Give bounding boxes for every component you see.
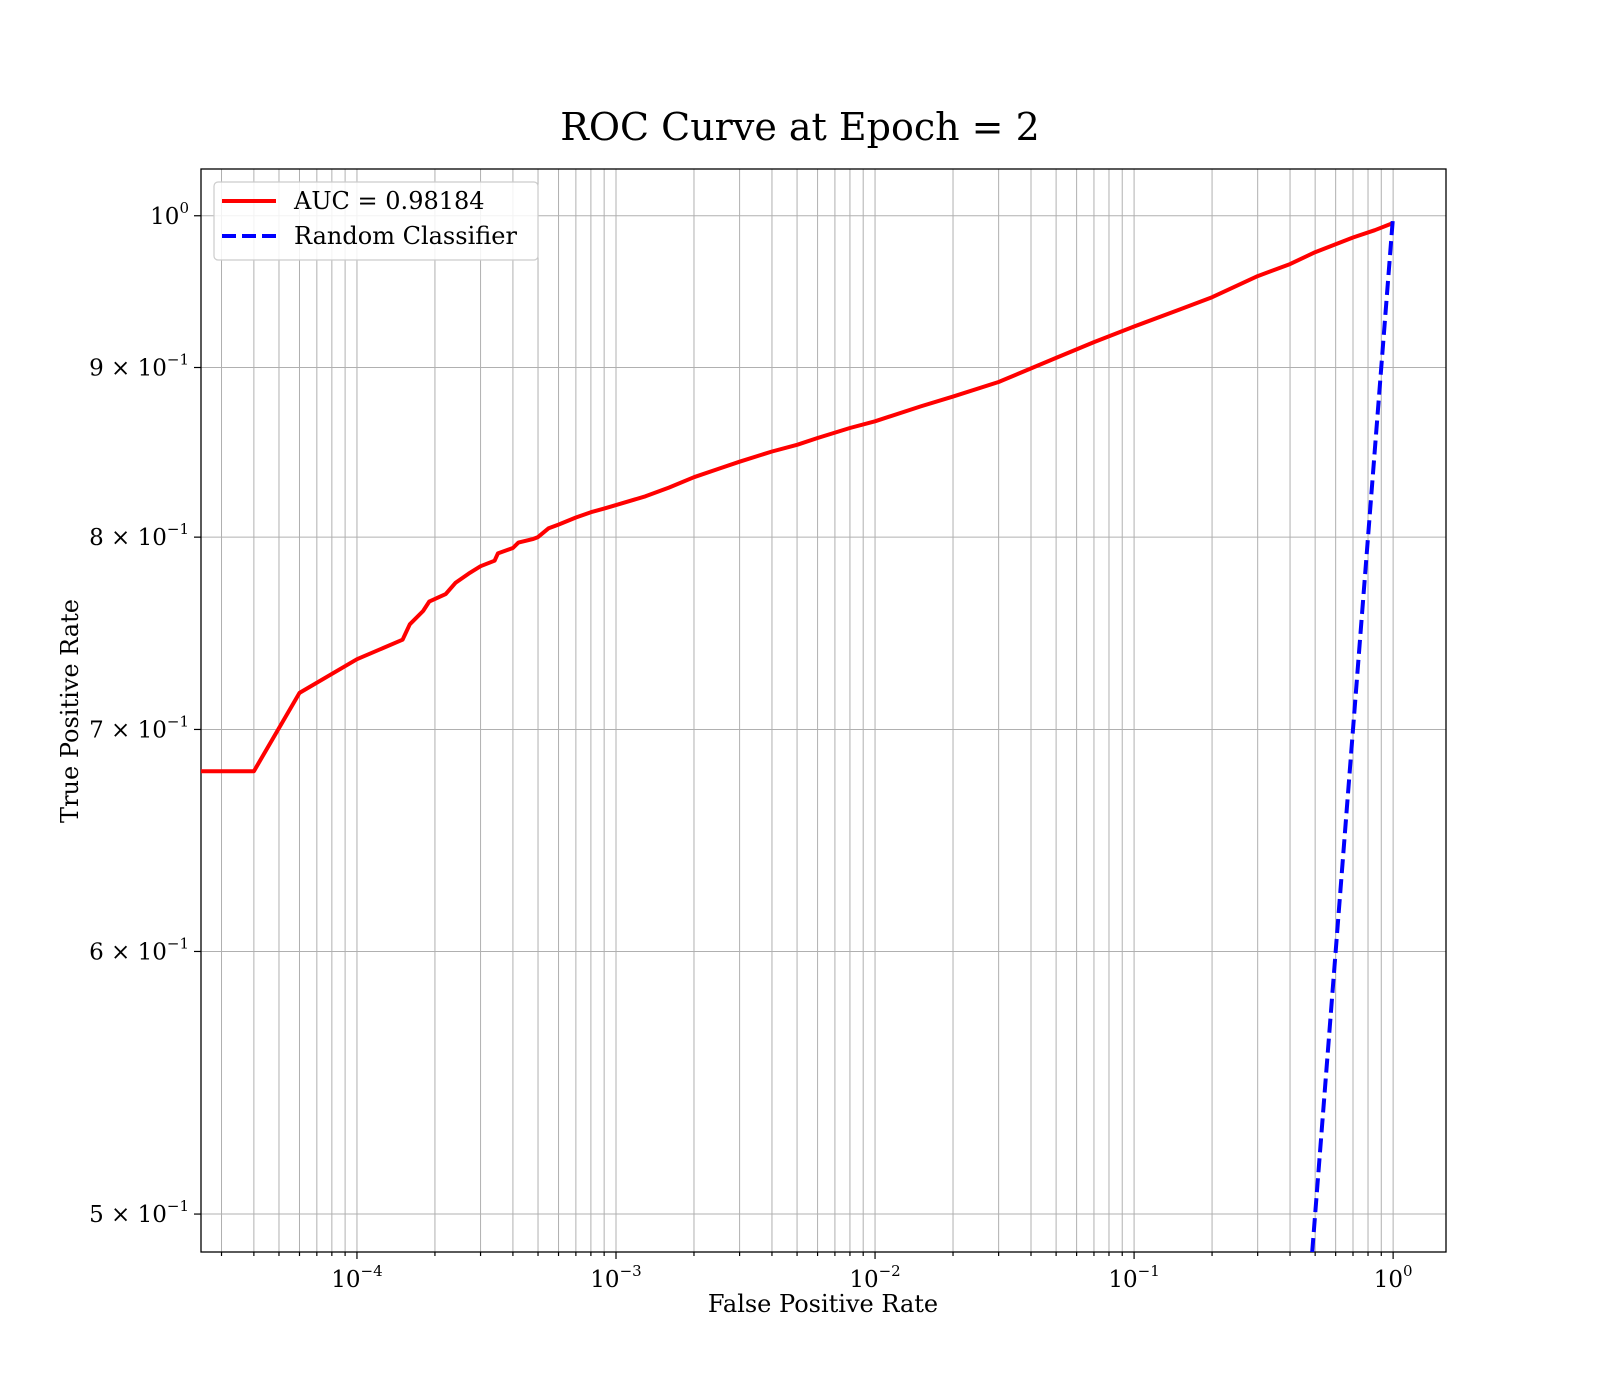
x-tick-label: 10−1 [1108, 1262, 1159, 1293]
series-lines [201, 215, 1396, 1252]
legend-label-auc: AUC = 0.98184 [293, 187, 485, 215]
y-tick-label: 6 × 10−1 [89, 934, 189, 965]
y-tick-label: 8 × 10−1 [89, 520, 189, 551]
x-tick-label: 100 [1374, 1262, 1413, 1293]
x-tick-label: 10−3 [590, 1262, 641, 1293]
plot-frame [200, 168, 1447, 1253]
axis-ticks: 10−4 10−3 10−2 10−1 100 100 9 × 10−1 8 × 10−1 7 … [89, 199, 1412, 1293]
y-axis-label: True Positive Rate [56, 599, 84, 823]
x-axis-label: False Positive Rate [708, 1290, 938, 1318]
legend: AUC = 0.98184 Random Classifier [213, 181, 539, 261]
y-tick-label: 7 × 10−1 [89, 712, 189, 743]
y-tick-label: 5 × 10−1 [89, 1197, 189, 1228]
chart-title: ROC Curve at Epoch = 2 [560, 105, 1040, 149]
grid-lines [201, 169, 1446, 1252]
roc-curve-line [201, 221, 1394, 774]
legend-label-random: Random Classifier [294, 222, 517, 250]
x-tick-label: 10−2 [849, 1262, 900, 1293]
y-tick-label: 100 [150, 199, 189, 230]
x-tick-label: 10−4 [331, 1262, 382, 1293]
random-classifier-line [1310, 215, 1396, 1252]
legend-box [213, 181, 539, 261]
y-tick-label: 9 × 10−1 [89, 351, 189, 382]
